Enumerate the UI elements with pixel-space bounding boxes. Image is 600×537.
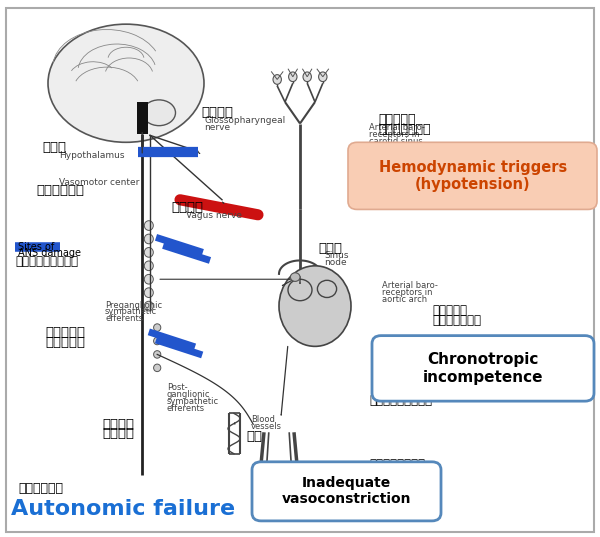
Ellipse shape	[145, 301, 154, 311]
Text: 下丘脑: 下丘脑	[42, 141, 66, 154]
FancyBboxPatch shape	[252, 462, 441, 521]
Ellipse shape	[145, 274, 154, 284]
Ellipse shape	[273, 75, 281, 84]
Ellipse shape	[143, 100, 176, 126]
Ellipse shape	[154, 324, 161, 331]
Text: 动脉压力感受器: 动脉压力感受器	[432, 314, 481, 327]
Text: ANS damage: ANS damage	[18, 249, 81, 258]
Text: Preganglionic: Preganglionic	[105, 301, 162, 309]
Text: Arterial baro-: Arterial baro-	[369, 124, 425, 132]
Ellipse shape	[154, 337, 161, 345]
Ellipse shape	[145, 248, 154, 257]
Ellipse shape	[145, 234, 154, 244]
Text: vessels: vessels	[251, 423, 282, 431]
Ellipse shape	[145, 261, 154, 271]
Ellipse shape	[154, 351, 161, 358]
Ellipse shape	[317, 280, 337, 297]
Text: nerve: nerve	[204, 124, 230, 132]
Text: aortic arch: aortic arch	[382, 295, 427, 304]
Text: Blood: Blood	[251, 416, 275, 424]
Text: Autonomic failure: Autonomic failure	[11, 499, 235, 519]
Text: Vagus nerve: Vagus nerve	[186, 212, 242, 220]
Text: Hemodynamic triggers
(hypotension): Hemodynamic triggers (hypotension)	[379, 160, 567, 192]
Ellipse shape	[303, 72, 311, 82]
Text: efferents: efferents	[105, 315, 143, 323]
Text: efferents: efferents	[167, 404, 205, 413]
Text: 动脉压力感受器: 动脉压力感受器	[378, 123, 431, 136]
Text: 洞房结: 洞房结	[318, 242, 342, 255]
Text: Vasomotor center: Vasomotor center	[59, 178, 139, 187]
Text: Sites of: Sites of	[18, 242, 54, 252]
Text: 交感传出: 交感传出	[102, 427, 134, 440]
Text: 神经节前交: 神经节前交	[45, 326, 85, 339]
Ellipse shape	[145, 221, 154, 230]
Text: Inadequate
vasoconstriction: Inadequate vasoconstriction	[281, 476, 411, 506]
Ellipse shape	[289, 72, 297, 82]
Text: 血管: 血管	[246, 430, 262, 442]
Ellipse shape	[290, 273, 300, 281]
Text: Sinus: Sinus	[324, 251, 349, 260]
Text: node: node	[324, 258, 347, 267]
Ellipse shape	[154, 364, 161, 372]
Text: 迷走神经: 迷走神经	[171, 201, 203, 214]
Text: 血流动力学触发器: 血流动力学触发器	[363, 144, 423, 157]
Ellipse shape	[279, 266, 351, 346]
Text: sympathetic: sympathetic	[167, 397, 219, 406]
Text: receptors in: receptors in	[369, 130, 419, 139]
Text: Chronotropic
incompetence: Chronotropic incompetence	[423, 352, 543, 384]
FancyBboxPatch shape	[372, 336, 594, 401]
Text: Glossopharyngeal: Glossopharyngeal	[204, 117, 285, 125]
Text: 颈动脉窦的: 颈动脉窦的	[378, 113, 415, 126]
Text: 自主神经衰竭: 自主神经衰竭	[18, 482, 63, 495]
Text: 心脏变时性功能不全: 心脏变时性功能不全	[369, 394, 432, 407]
Text: 血管舒缩中枢: 血管舒缩中枢	[36, 184, 84, 197]
Text: Arterial baro-: Arterial baro-	[382, 281, 438, 290]
Text: carotid sinus: carotid sinus	[369, 137, 423, 146]
Ellipse shape	[145, 288, 154, 297]
Ellipse shape	[319, 72, 327, 82]
Text: Hypothalamus: Hypothalamus	[59, 151, 124, 160]
Text: 自主神经损坏的位点: 自主神经损坏的位点	[15, 255, 78, 268]
Text: (低血压): (低血压)	[363, 153, 397, 166]
Text: 主动脉弓的: 主动脉弓的	[432, 304, 467, 317]
Bar	[137, 102, 148, 134]
Text: 不适当的血管收缩: 不适当的血管收缩	[369, 458, 425, 471]
Text: 神经节后: 神经节后	[102, 418, 134, 431]
Text: 舌和神经: 舌和神经	[201, 106, 233, 119]
Text: receptors in: receptors in	[382, 288, 433, 297]
Ellipse shape	[48, 24, 204, 142]
FancyBboxPatch shape	[348, 142, 597, 209]
Text: ganglionic: ganglionic	[167, 390, 211, 399]
Text: Post-: Post-	[167, 383, 187, 392]
Text: 感神经传出: 感神经传出	[45, 336, 85, 349]
Ellipse shape	[288, 279, 312, 301]
Text: sympathetic: sympathetic	[105, 308, 157, 316]
